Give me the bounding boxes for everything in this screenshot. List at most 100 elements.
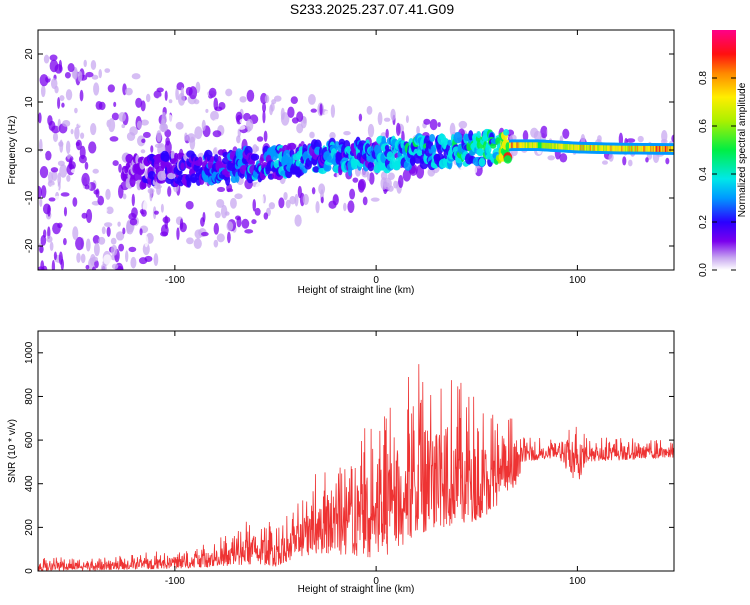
spectrogram-noise-cell: [272, 129, 277, 141]
spectrogram-core-cell: [533, 142, 536, 149]
spectrogram-noise-cell: [268, 202, 276, 210]
spectrogram-core-cell: [535, 142, 538, 149]
spectrogram-noise-cell: [145, 93, 151, 103]
spectrogram-noise-cell: [332, 194, 339, 206]
spectrogram-noise-cell: [239, 96, 247, 103]
spectrogram-core-cell: [628, 145, 631, 152]
spectrogram-noise-cell: [64, 272, 68, 281]
spectrogram-noise-cell: [320, 196, 324, 204]
spectrogram-core-cell: [607, 145, 611, 152]
spectrogram-noise-cell: [357, 179, 365, 193]
spectrogram-core-cell: [581, 144, 584, 151]
spectrogram-noise-cell: [226, 221, 234, 232]
spectrogram-noise-cell: [140, 119, 149, 126]
spectrogram-noise-cell: [109, 136, 119, 142]
spectrogram-band-cell: [167, 172, 176, 180]
spectrogram-noise-cell: [202, 211, 206, 223]
spectrogram-noise-cell: [150, 145, 154, 153]
spectrogram-core-cell: [548, 143, 552, 149]
spectrogram-noise-cell: [263, 212, 269, 220]
spectrogram-core-cell: [663, 146, 666, 152]
spectrogram-core-cell: [641, 145, 644, 152]
spectrogram-noise-cell: [390, 108, 396, 121]
spectrogram-core-cell: [571, 144, 574, 151]
spectrogram-noise-cell: [444, 131, 450, 137]
spectrogram-noise-cell: [278, 197, 285, 209]
spectrogram-band-cell: [170, 150, 176, 160]
spectrogram-core-cell: [636, 145, 640, 152]
spectrogram-noise-cell: [62, 272, 65, 286]
spectrogram-noise-cell: [51, 259, 56, 270]
colorbar-label: Normalized spectral amplitude: [737, 82, 748, 217]
spectrogram-noise-cell: [562, 128, 570, 139]
spectrogram-noise-cell: [203, 98, 208, 104]
spectrogram-core-cell: [543, 142, 547, 149]
spectrogram-noise-cell: [111, 112, 120, 121]
spectrogram-noise-cell: [270, 102, 275, 112]
spectrogram-noise-cell: [66, 174, 71, 182]
spectrogram-noise-cell: [339, 125, 344, 139]
spectrogram-noise-cell: [255, 182, 264, 195]
spectrogram-core-cell: [652, 145, 655, 152]
spectrogram-noise-cell: [139, 228, 143, 236]
spectrogram-noise-cell: [60, 192, 70, 197]
spectrogram-core-cell: [562, 143, 565, 150]
spectrogram-core-cell: [604, 145, 607, 152]
spectrogram-core-cell: [650, 145, 653, 152]
spectrogram-core-cell: [521, 142, 524, 149]
spectrogram-band-cell: [476, 131, 481, 139]
spectrogram-noise-cell: [58, 141, 64, 147]
spectrogram-noise-cell: [38, 185, 43, 200]
spectrogram-noise-cell: [141, 138, 146, 144]
spectrogram-noise-cell: [107, 84, 115, 93]
spectrogram-core-cell: [611, 145, 614, 152]
spectrogram-noise-cell: [201, 119, 206, 132]
spectrogram-noise-cell: [72, 67, 78, 80]
spectrogram-noise-cell: [194, 126, 203, 140]
spectrogram-noise-cell: [185, 200, 194, 210]
spectrogram-noise-cell: [618, 132, 624, 147]
spectrogram-core-cell: [569, 144, 572, 150]
spectrogram-core-cell: [552, 143, 555, 149]
spectrogram-noise-cell: [416, 125, 420, 135]
snr-series-line: [38, 364, 674, 571]
spectrogram-noise-cell: [290, 96, 298, 105]
spectrogram-noise-cell: [226, 116, 233, 131]
spectrogram-core-cell: [563, 143, 566, 150]
spectrogram-noise-cell: [142, 131, 151, 138]
spectrogram-noise-cell: [315, 201, 320, 214]
spectrogram-core-cell: [603, 145, 606, 152]
spectrogram-noise-cell: [377, 112, 383, 126]
spectrogram-core-cell: [649, 145, 652, 152]
spectrogram-core-cell: [669, 146, 672, 152]
spectrogram-noise-cell: [336, 129, 341, 135]
spectrogram-core-cell: [531, 142, 535, 149]
spectrogram-core-cell: [651, 145, 654, 152]
spectrogram-noise-cell: [58, 59, 63, 72]
spectrogram-ytick-label: -10: [24, 190, 35, 205]
spectrogram-noise-cell: [156, 87, 164, 93]
spectrogram-noise-cell: [98, 68, 102, 79]
spectrogram-core-cell: [600, 145, 603, 152]
spectrogram-noise-cell: [349, 188, 356, 200]
spectrogram-noise-cell: [263, 130, 268, 142]
spectrogram-noise-cell: [200, 231, 209, 237]
spectrogram-ytick-label: 10: [24, 96, 35, 108]
spectrogram-core-cell: [547, 142, 550, 149]
spectrogram-noise-cell: [97, 195, 105, 206]
spectrogram-noise-cell: [92, 234, 100, 245]
spectrogram-noise-cell: [142, 242, 150, 256]
spectrogram-noise-cell: [81, 172, 90, 187]
spectrogram-noise-cell: [91, 256, 98, 262]
spectrogram-core-cell: [646, 145, 649, 152]
spectrogram-noise-cell: [352, 177, 359, 183]
spectrogram-noise-cell: [144, 235, 149, 248]
spectrogram-noise-cell: [522, 130, 529, 142]
spectrogram-core-cell: [572, 144, 576, 151]
spectrogram-noise-cell: [92, 168, 99, 174]
spectrogram-core-cell: [658, 146, 661, 152]
spectrogram-core-cell: [519, 142, 523, 149]
spectrogram-noise-cell: [100, 263, 107, 270]
spectrogram-noise-cell: [57, 172, 62, 186]
snr-frame: [38, 331, 674, 571]
